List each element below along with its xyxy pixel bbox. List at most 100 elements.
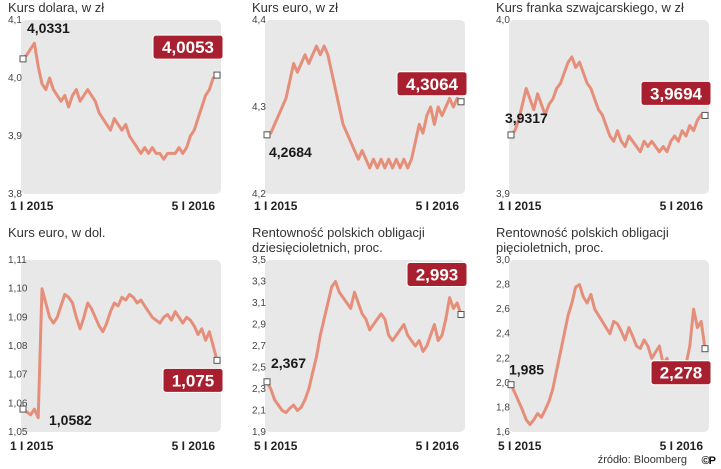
y-tick-label: 3,3	[252, 277, 266, 288]
y-tick-label: 3,9	[496, 189, 510, 200]
y-tick-label: 3,8	[8, 189, 22, 200]
chart-panel-bond-5y: Rentowność polskich obligacji pięcioletn…	[496, 225, 721, 469]
start-value-label: 4,2684	[269, 144, 312, 160]
publisher-logo: ©P	[701, 455, 716, 467]
y-tick-label: 1,10	[8, 284, 28, 295]
y-tick-label: 3,0	[496, 255, 510, 266]
end-value-badge	[406, 262, 468, 288]
end-value-badge	[152, 34, 224, 60]
y-tick-label: 4,1	[8, 15, 22, 26]
chart-svg: 3,0 2,8 2,6 2,4 2,2 2,0 1,8 1,65 I 2015 5 I 2016…	[496, 255, 712, 453]
chart-svg: 1,11 1,10 1,09 1,08 1,07 1,06 1,051 I 2015 5 I …	[8, 255, 224, 453]
x-tick-label: 5 I 2016	[172, 199, 216, 213]
y-tick-label: 1,6	[496, 427, 510, 438]
chart-title: Kurs euro, w dol.	[8, 225, 106, 240]
end-value-label: 4,0053	[162, 38, 214, 57]
plot-area	[21, 20, 221, 194]
chart-panel-bond-10y: Rentowność polskich obligacji dziesięcio…	[252, 225, 477, 469]
y-tick-label: 3,5	[252, 255, 266, 266]
plot-area	[265, 20, 465, 194]
start-value-label: 4,0331	[27, 20, 70, 36]
y-tick-label: 3,9	[8, 131, 22, 142]
end-marker	[701, 345, 709, 353]
y-tick-label: 2,5	[252, 363, 266, 374]
series-line	[509, 55, 707, 154]
y-tick-label: 2,6	[496, 304, 510, 315]
y-tick-label: 1,8	[496, 402, 510, 413]
x-tick-label: 5 I 2016	[416, 439, 460, 453]
end-value-badge	[650, 360, 712, 386]
y-tick-label: 1,09	[8, 312, 28, 323]
chart-svg: 3,5 3,3 3,1 2,9 2,7 2,5 2,3 2,1 1,95 I 2015 5 I 2…	[252, 255, 468, 453]
x-tick-label: 1 I 2015	[254, 199, 298, 213]
start-marker	[263, 378, 271, 386]
y-tick-label: 1,06	[8, 398, 28, 409]
end-value-label: 3,9694	[650, 84, 703, 103]
y-tick-label: 4,2	[252, 189, 266, 200]
chart-title: Kurs euro, w zł	[252, 0, 338, 15]
series-line	[21, 287, 219, 420]
y-tick-label: 1,05	[8, 427, 28, 438]
y-tick-label: 2,9	[252, 320, 266, 331]
y-tick-label: 2,4	[496, 329, 510, 340]
x-tick-label: 1 I 2015	[498, 199, 542, 213]
plot-area	[265, 260, 465, 432]
chart-panel-chf-pln: Kurs franka szwajcarskiego, w zł 4,0 3,9 1…	[496, 0, 721, 222]
chart-svg: 4,4 4,3 4,21 I 2015 5 I 2016 4,2684 4,3064	[252, 15, 468, 213]
chart-svg: 4,0 3,91 I 2015 5 I 2016 3,9317 3,9694	[496, 15, 712, 213]
chart-panel-usd-pln: Kurs dolara, w zł 4,1 4,0 3,9 3,8 1 I 2015 5 …	[8, 0, 233, 222]
end-marker	[701, 111, 709, 119]
chart-title: Rentowność polskich obligacji dziesięcio…	[252, 225, 425, 255]
x-tick-label: 5 I 2015	[498, 439, 542, 453]
series-line	[265, 280, 463, 415]
source-note: źródło: Bloomberg	[597, 454, 687, 466]
end-value-badge	[640, 80, 712, 106]
y-tick-label: 1,11	[8, 255, 27, 266]
chart-title: Kurs franka szwajcarskiego, w zł	[496, 0, 684, 15]
y-tick-label: 4,0	[8, 73, 22, 84]
y-tick-label: 1,9	[252, 427, 266, 438]
chart-panel-eur-usd: Kurs euro, w dol. 1,11 1,10 1,09 1,08 1,07 1,…	[8, 225, 233, 469]
start-marker	[507, 381, 515, 389]
y-tick-label: 2,0	[496, 378, 510, 389]
chart-panel-eur-pln: Kurs euro, w zł 4,4 4,3 4,2 1 I 2015 5 I 201…	[252, 0, 477, 222]
end-marker	[213, 71, 221, 79]
end-value-label: 2,278	[660, 364, 703, 383]
y-tick-label: 2,8	[496, 280, 510, 291]
y-tick-label: 1,08	[8, 341, 28, 352]
y-tick-label: 2,1	[252, 406, 266, 417]
y-tick-label: 2,2	[496, 353, 510, 364]
end-value-label: 4,3064	[406, 75, 459, 94]
y-tick-label: 3,1	[252, 298, 266, 309]
start-marker	[19, 405, 27, 413]
end-value-badge	[396, 71, 468, 97]
y-tick-label: 4,0	[496, 15, 510, 26]
end-marker	[457, 98, 465, 106]
start-value-label: 3,9317	[505, 110, 548, 126]
end-marker	[213, 356, 221, 364]
x-tick-label: 5 I 2016	[660, 439, 704, 453]
start-value-label: 1,985	[509, 362, 544, 378]
y-tick-label: 4,4	[252, 15, 266, 26]
series-line	[21, 41, 219, 161]
start-value-label: 2,367	[271, 355, 306, 371]
x-tick-label: 1 I 2015	[10, 439, 54, 453]
series-line	[265, 44, 463, 170]
y-tick-label: 2,7	[252, 341, 266, 352]
plot-area	[509, 20, 709, 194]
end-value-label: 1,075	[172, 371, 215, 390]
start-marker	[263, 131, 271, 139]
y-tick-label: 4,3	[252, 102, 266, 113]
chart-title: Kurs dolara, w zł	[8, 0, 105, 15]
start-marker	[507, 131, 515, 139]
x-tick-label: 5 I 2015	[254, 439, 298, 453]
plot-area	[509, 260, 709, 432]
end-value-label: 2,993	[416, 266, 459, 285]
chart-svg: 4,1 4,0 3,9 3,81 I 2015 5 I 2016 4,0331 4,0053	[8, 15, 224, 213]
x-tick-label: 5 I 2016	[416, 199, 460, 213]
end-value-badge	[162, 367, 224, 393]
chart-title: Rentowność polskich obligacji pięcioletn…	[496, 225, 669, 255]
start-marker	[19, 55, 27, 63]
x-tick-label: 5 I 2016	[660, 199, 704, 213]
end-marker	[457, 311, 465, 319]
